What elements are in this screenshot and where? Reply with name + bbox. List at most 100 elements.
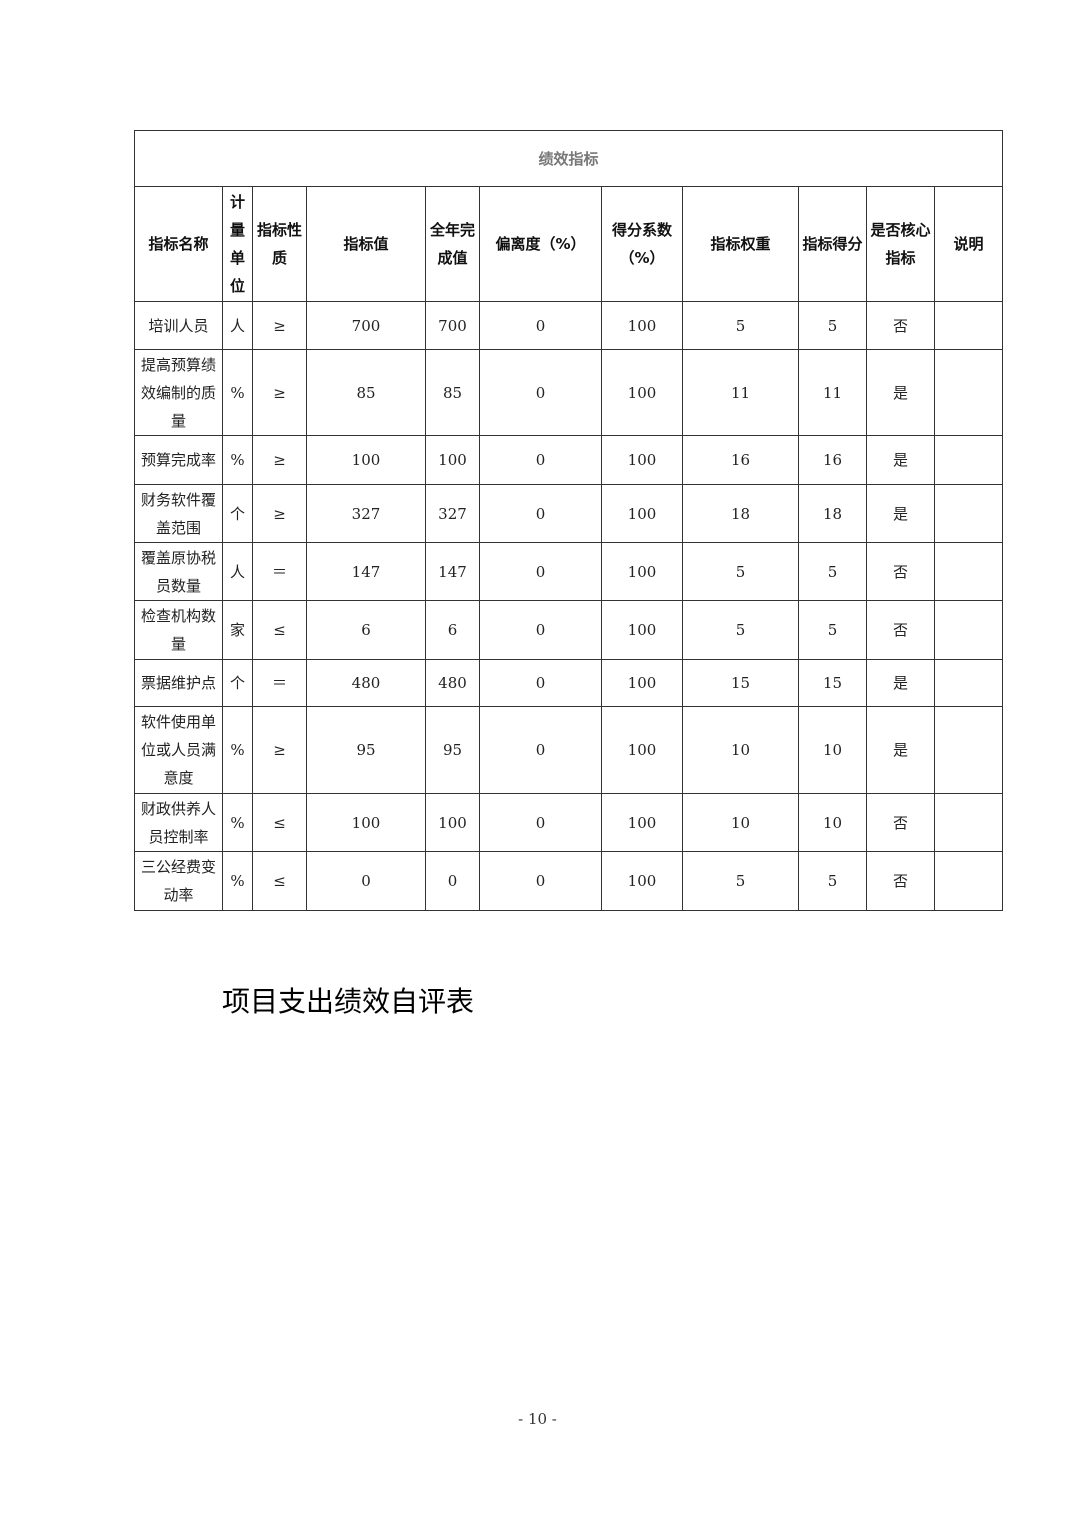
- header-indicator-name: 指标名称: [134, 186, 223, 302]
- cell-is-core: 是: [866, 659, 935, 707]
- section-title: 项目支出绩效自评表: [222, 985, 475, 1018]
- cell-target-value: 95: [306, 706, 426, 794]
- performance-indicator-table: 绩效指标 指标名称 计量单位 指标性质 指标值 全年完成值 偏离度（%） 得分系数（%） 指标…: [133, 130, 1004, 911]
- cell-score: 5: [798, 600, 867, 660]
- cell-nature: ≤: [252, 851, 307, 911]
- cell-score-coefficient: 100: [601, 793, 683, 852]
- cell-actual-value: 100: [425, 435, 480, 485]
- cell-deviation: 0: [479, 349, 602, 436]
- cell-unit: 人: [222, 542, 253, 601]
- cell-unit: 个: [222, 659, 253, 707]
- cell-indicator-name: 检查机构数量: [134, 600, 223, 660]
- cell-weight: 5: [682, 542, 799, 601]
- cell-remark: [933, 301, 1004, 350]
- cell-actual-value: 100: [425, 793, 480, 852]
- header-nature: 指标性质: [252, 186, 307, 302]
- cell-actual-value: 0: [425, 851, 480, 911]
- cell-deviation: 0: [479, 484, 602, 543]
- cell-unit: %: [222, 706, 253, 794]
- cell-indicator-name: 培训人员: [134, 301, 223, 350]
- cell-indicator-name: 三公经费变动率: [134, 851, 223, 911]
- cell-nature: ≤: [252, 600, 307, 660]
- cell-unit: %: [222, 349, 253, 436]
- cell-is-core: 是: [866, 484, 935, 543]
- cell-score: 10: [798, 793, 867, 852]
- cell-score-coefficient: 100: [601, 484, 683, 543]
- cell-remark: [933, 659, 1004, 707]
- cell-indicator-name: 财政供养人员控制率: [134, 793, 223, 852]
- cell-weight: 10: [682, 706, 799, 794]
- cell-nature: ＝: [252, 542, 307, 601]
- header-unit: 计量单位: [222, 186, 253, 302]
- cell-target-value: 100: [306, 793, 426, 852]
- cell-is-core: 否: [866, 301, 935, 350]
- cell-indicator-name: 提高预算绩效编制的质量: [134, 349, 223, 436]
- cell-unit: 人: [222, 301, 253, 350]
- page-number: - 10 -: [518, 1410, 557, 1428]
- cell-indicator-name: 软件使用单位或人员满意度: [134, 706, 223, 794]
- cell-score-coefficient: 100: [601, 659, 683, 707]
- table-row: 软件使用单位或人员满意度% ≥95 95 0 100 10 10 是: [134, 706, 1004, 794]
- cell-actual-value: 327: [425, 484, 480, 543]
- cell-score-coefficient: 100: [601, 600, 683, 660]
- cell-indicator-name: 预算完成率: [134, 435, 223, 485]
- cell-unit: %: [222, 793, 253, 852]
- table-row: 检查机构数量家 ≤6 6 0 100 5 5 否: [134, 600, 1004, 660]
- cell-indicator-name: 票据维护点: [134, 659, 223, 707]
- cell-deviation: 0: [479, 301, 602, 350]
- cell-score-coefficient: 100: [601, 301, 683, 350]
- cell-score: 15: [798, 659, 867, 707]
- cell-is-core: 否: [866, 851, 935, 911]
- cell-score-coefficient: 100: [601, 349, 683, 436]
- cell-actual-value: 700: [425, 301, 480, 350]
- table-body: 培训人员人 ≥700 700 0 100 5 5 否提高预算绩效编制的质量% ≥85 85 0 100…: [134, 301, 1004, 911]
- cell-is-core: 否: [866, 600, 935, 660]
- cell-weight: 5: [682, 851, 799, 911]
- table-row: 预算完成率% ≥100 100 0 100 16 16 是: [134, 435, 1004, 485]
- cell-target-value: 85: [306, 349, 426, 436]
- header-weight: 指标权重: [682, 186, 799, 302]
- cell-indicator-name: 覆盖原协税员数量: [134, 542, 223, 601]
- cell-indicator-name: 财务软件覆盖范围: [134, 484, 223, 543]
- cell-score-coefficient: 100: [601, 542, 683, 601]
- cell-weight: 16: [682, 435, 799, 485]
- cell-score: 5: [798, 542, 867, 601]
- cell-unit: %: [222, 435, 253, 485]
- table-row: 覆盖原协税员数量人＝ 147 147 0 100 5 5 否: [134, 542, 1004, 601]
- cell-score-coefficient: 100: [601, 706, 683, 794]
- cell-deviation: 0: [479, 542, 602, 601]
- table-row: 财政供养人员控制率% ≤100 100 0 100 10 10 否: [134, 793, 1004, 852]
- cell-weight: 10: [682, 793, 799, 852]
- cell-score: 11: [798, 349, 867, 436]
- cell-nature: ≥: [252, 435, 307, 485]
- cell-remark: [933, 542, 1004, 601]
- table-row: 财务软件覆盖范围个 ≥327 327 0 100 18 18 是: [134, 484, 1004, 543]
- cell-remark: [933, 349, 1004, 436]
- cell-is-core: 是: [866, 435, 935, 485]
- header-row: 指标名称 计量单位 指标性质 指标值 全年完成值 偏离度（%） 得分系数（%） 指标权重 指标得…: [134, 186, 1004, 302]
- header-score: 指标得分: [798, 186, 867, 302]
- cell-remark: [933, 851, 1004, 911]
- cell-remark: [933, 793, 1004, 852]
- cell-score-coefficient: 100: [601, 435, 683, 485]
- cell-target-value: 100: [306, 435, 426, 485]
- cell-unit: 家: [222, 600, 253, 660]
- cell-target-value: 480: [306, 659, 426, 707]
- cell-deviation: 0: [479, 435, 602, 485]
- cell-score: 16: [798, 435, 867, 485]
- cell-nature: ≥: [252, 349, 307, 436]
- cell-score: 10: [798, 706, 867, 794]
- cell-is-core: 是: [866, 706, 935, 794]
- cell-deviation: 0: [479, 851, 602, 911]
- header-deviation: 偏离度（%）: [479, 186, 602, 302]
- cell-actual-value: 85: [425, 349, 480, 436]
- cell-actual-value: 480: [425, 659, 480, 707]
- cell-unit: %: [222, 851, 253, 911]
- cell-nature: ＝: [252, 659, 307, 707]
- cell-score: 5: [798, 851, 867, 911]
- cell-weight: 11: [682, 349, 799, 436]
- table-row: 票据维护点个＝ 480 480 0 100 15 15 是: [134, 659, 1004, 707]
- header-actual-value: 全年完成值: [425, 186, 480, 302]
- header-score-coefficient: 得分系数（%）: [601, 186, 683, 302]
- cell-remark: [933, 435, 1004, 485]
